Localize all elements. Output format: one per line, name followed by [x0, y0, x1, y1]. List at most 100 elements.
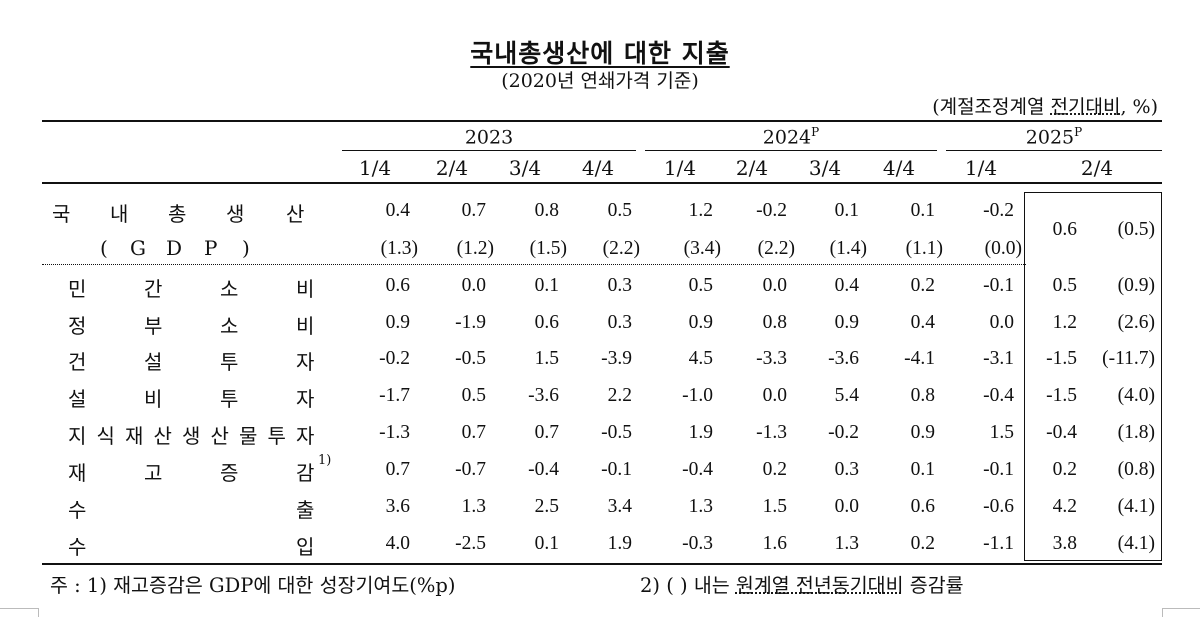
row-value: -3.6 — [828, 348, 859, 369]
row-label-char: 정 — [68, 314, 87, 338]
gdp-yoy-value: (1.1) — [905, 238, 943, 259]
gdp-label-char: 산 — [286, 202, 305, 226]
footnote-2: 2) ( ) 내는 원계열 전년동기대비 증감률 — [640, 574, 964, 597]
row-label-char: 자 — [296, 350, 315, 374]
gdp-yoy-value: (2.2) — [757, 238, 795, 259]
row-yoy-value: (4.0) — [1117, 385, 1155, 406]
row-label-char: 물 — [239, 424, 258, 448]
year-label: 2025 — [1025, 126, 1075, 149]
row-value: 0.4 — [834, 275, 859, 296]
gdp-yoy-value: (3.4) — [683, 238, 721, 259]
gdp-sub-char: P — [204, 236, 218, 260]
quarter-header: 1/4 — [964, 156, 998, 180]
row-value: 0.0 — [834, 496, 859, 517]
year-rule-2025 — [946, 150, 1162, 151]
row-value: 0.6 — [910, 496, 935, 517]
row-label-char: 간 — [144, 277, 163, 301]
row-value: 0.9 — [688, 312, 713, 333]
row-label-char: 지 — [68, 424, 87, 448]
row-value: 0.5 — [688, 275, 713, 296]
gdp-sub-char: G — [130, 236, 146, 260]
row-value: -0.6 — [983, 496, 1014, 517]
quarter-header: 2/4 — [1080, 156, 1114, 180]
row-value: 0.6 — [385, 275, 410, 296]
row-label-char: 생 — [182, 424, 201, 448]
page-corner-right — [1162, 608, 1200, 617]
year-header: 2025P — [994, 125, 1114, 148]
gdp-value: 0.4 — [385, 200, 410, 221]
gdp-value: 0.1 — [910, 200, 935, 221]
gdp-value: 0.7 — [461, 200, 486, 221]
row-label-char: 입 — [296, 535, 315, 559]
gdp-sub-char: ( — [100, 236, 108, 260]
row-value: 1.3 — [834, 533, 859, 554]
row-label-footnote-mark: 1) — [318, 453, 332, 468]
gdp-label-char: 총 — [168, 202, 187, 226]
preliminary-mark: P — [811, 125, 820, 139]
page-corner-left — [0, 608, 39, 617]
gdp-yoy-value: (1.4) — [829, 238, 867, 259]
year-header: 2024P — [731, 125, 851, 148]
row-value: 0.0 — [989, 312, 1014, 333]
row-value: -1.7 — [379, 385, 410, 406]
table-subtitle: (2020년 연쇄가격 기준) — [501, 70, 699, 92]
row-value: 1.6 — [762, 533, 787, 554]
row-value: 0.2 — [762, 459, 787, 480]
row-value: -0.2 — [828, 422, 859, 443]
gdp-label-char: 국 — [52, 202, 71, 226]
row-label-char: 설 — [144, 350, 163, 374]
row-label-char: 산 — [210, 424, 229, 448]
row-label-char: 투 — [220, 350, 239, 374]
row-value: 2.2 — [607, 385, 632, 406]
gdp-latest-yoy: (0.5) — [1117, 219, 1155, 240]
row-value: 0.6 — [534, 312, 559, 333]
row-label-char: 건 — [68, 350, 87, 374]
row-label-char: 고 — [144, 461, 163, 485]
row-value: 1.2 — [1052, 312, 1077, 333]
row-label-char: 수 — [68, 498, 87, 522]
quarter-header: 3/4 — [508, 156, 542, 180]
row-value: -0.1 — [983, 275, 1014, 296]
quarter-header: 2/4 — [735, 156, 769, 180]
row-yoy-value: (4.1) — [1117, 496, 1155, 517]
row-value: 0.9 — [834, 312, 859, 333]
row-label-char: 비 — [296, 314, 315, 338]
row-value: 0.2 — [1052, 459, 1077, 480]
row-label-char: 산 — [153, 424, 172, 448]
footnote-1: 주 : 1) 재고증감은 GDP에 대한 성장기여도(%p) — [50, 574, 456, 597]
row-value: -3.6 — [528, 385, 559, 406]
row-value: -1.5 — [1046, 348, 1077, 369]
preliminary-mark: P — [1074, 125, 1083, 139]
gdp-value: -0.2 — [756, 200, 787, 221]
row-value: 1.5 — [534, 348, 559, 369]
row-value: -0.1 — [983, 459, 1014, 480]
gdp-sub-char: ) — [242, 236, 250, 260]
row-label-char: 설 — [68, 387, 87, 411]
gdp-value: 1.2 — [688, 200, 713, 221]
row-label-char: 소 — [220, 277, 239, 301]
row-value: 0.5 — [1052, 275, 1077, 296]
row-value: 3.4 — [607, 496, 632, 517]
row-value: 0.0 — [461, 275, 486, 296]
row-value: 0.9 — [910, 422, 935, 443]
gdp-value: 0.5 — [607, 200, 632, 221]
row-value: 3.8 — [1052, 533, 1077, 554]
row-value: 1.5 — [762, 496, 787, 517]
row-value: 4.0 — [385, 533, 410, 554]
row-value: 1.3 — [688, 496, 713, 517]
row-value: -0.4 — [983, 385, 1014, 406]
row-value: -0.5 — [455, 348, 486, 369]
row-value: -1.0 — [682, 385, 713, 406]
row-value: 1.5 — [989, 422, 1014, 443]
row-label-char: 재 — [68, 461, 87, 485]
row-value: 2.5 — [534, 496, 559, 517]
row-yoy-value: (4.1) — [1117, 533, 1155, 554]
row-value: -0.2 — [379, 348, 410, 369]
row-yoy-value: (-11.7) — [1102, 348, 1155, 369]
row-label-char: 식 — [96, 424, 115, 448]
year-label: 2024 — [762, 126, 812, 149]
row-value: 0.0 — [762, 385, 787, 406]
gdp-value: 0.1 — [834, 200, 859, 221]
row-yoy-value: (0.9) — [1117, 275, 1155, 296]
gdp-latest-value: 0.6 — [1052, 219, 1077, 240]
